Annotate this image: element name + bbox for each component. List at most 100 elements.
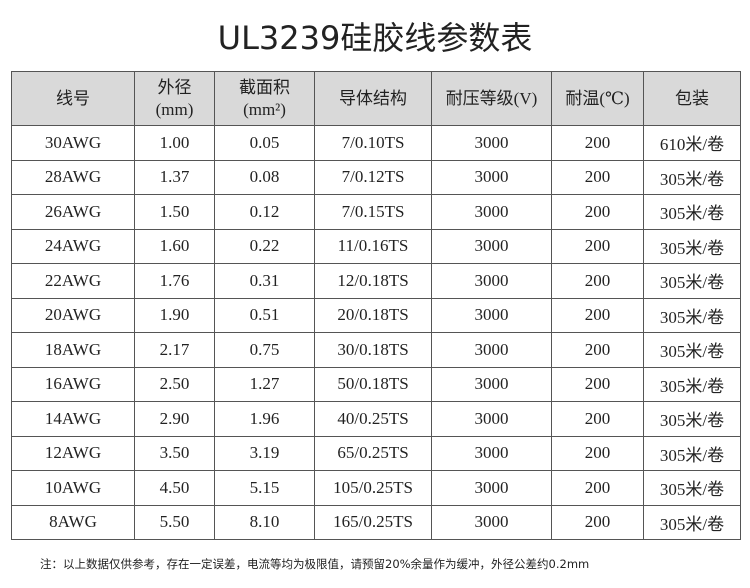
table-cell: 3000 — [431, 470, 552, 506]
header-row: 线号 外径 (mm) 截面积 (mm²) 导体结构 耐压等级(V) 耐温(℃) 包装 — [11, 71, 741, 126]
table-cell: 305米/卷 — [643, 332, 741, 368]
table-cell: 65/0.25TS — [314, 435, 432, 471]
table-cell: 3000 — [431, 366, 552, 402]
table-cell: 50/0.18TS — [314, 366, 432, 402]
header-text: 截面积 — [239, 77, 290, 97]
table-cell: 14AWG — [11, 401, 135, 437]
header-cell: 耐温(℃) — [551, 71, 644, 126]
table-cell: 105/0.25TS — [314, 470, 432, 506]
table-row: 20AWG 1.90 0.51 20/0.18TS 3000 200 305米/卷 — [11, 297, 741, 333]
table-cell: 305米/卷 — [643, 435, 741, 471]
table-cell: 12AWG — [11, 435, 135, 471]
table-cell: 5.50 — [134, 504, 215, 540]
header-cell: 截面积 (mm²) — [214, 71, 315, 126]
table-cell: 200 — [551, 159, 644, 195]
table-row: 24AWG 1.60 0.22 11/0.16TS 3000 200 305米/卷 — [11, 228, 741, 264]
table-cell: 2.50 — [134, 366, 215, 402]
table-row: 26AWG 1.50 0.12 7/0.15TS 3000 200 305米/卷 — [11, 194, 741, 230]
table-cell: 26AWG — [11, 194, 135, 230]
table-cell: 200 — [551, 194, 644, 230]
table-row: 16AWG 2.50 1.27 50/0.18TS 3000 200 305米/卷 — [11, 366, 741, 402]
table-cell: 40/0.25TS — [314, 401, 432, 437]
table-cell: 0.05 — [214, 125, 315, 161]
header-text: 耐压等级(V) — [445, 88, 538, 108]
table-cell: 1.96 — [214, 401, 315, 437]
table-row: 12AWG 3.50 3.19 65/0.25TS 3000 200 305米/卷 — [11, 435, 741, 471]
table-row: 18AWG 2.17 0.75 30/0.18TS 3000 200 305米/卷 — [11, 332, 741, 368]
table-cell: 0.31 — [214, 263, 315, 299]
spec-table: 线号 外径 (mm) 截面积 (mm²) 导体结构 耐压等级(V) 耐温(℃) 包装 30AWG… — [11, 71, 741, 540]
table-cell: 28AWG — [11, 159, 135, 195]
table-row: 10AWG 4.50 5.15 105/0.25TS 3000 200 305米/卷 — [11, 470, 741, 506]
table-cell: 1.60 — [134, 228, 215, 264]
header-text: (mm) — [155, 99, 194, 119]
note: 注：以上数据仅供参考，存在一定误差，电流等均为极限值，请预留20%余量作为缓冲，… — [40, 557, 590, 571]
header-cell: 线号 — [11, 71, 135, 126]
table-cell: 200 — [551, 504, 644, 540]
table-cell: 3000 — [431, 125, 552, 161]
table-cell: 30/0.18TS — [314, 332, 432, 368]
header-cell: 导体结构 — [314, 71, 432, 126]
table-cell: 3000 — [431, 435, 552, 471]
table-cell: 0.75 — [214, 332, 315, 368]
table-cell: 7/0.15TS — [314, 194, 432, 230]
table-row: 22AWG 1.76 0.31 12/0.18TS 3000 200 305米/卷 — [11, 263, 741, 299]
table-cell: 12/0.18TS — [314, 263, 432, 299]
table-cell: 30AWG — [11, 125, 135, 161]
table-row: 30AWG 1.00 0.05 7/0.10TS 3000 200 610米/卷 — [11, 125, 741, 161]
table-cell: 22AWG — [11, 263, 135, 299]
table-cell: 7/0.10TS — [314, 125, 432, 161]
header-text: 包装 — [675, 88, 709, 108]
table-cell: 200 — [551, 470, 644, 506]
table-cell: 200 — [551, 297, 644, 333]
table-cell: 200 — [551, 366, 644, 402]
table-cell: 7/0.12TS — [314, 159, 432, 195]
table-cell: 3000 — [431, 159, 552, 195]
table-cell: 165/0.25TS — [314, 504, 432, 540]
table-cell: 16AWG — [11, 366, 135, 402]
table-cell: 305米/卷 — [643, 194, 741, 230]
table-cell: 4.50 — [134, 470, 215, 506]
table-cell: 3000 — [431, 228, 552, 264]
header-text: 导体结构 — [339, 88, 407, 108]
table-cell: 2.17 — [134, 332, 215, 368]
table-row: 8AWG 5.50 8.10 165/0.25TS 3000 200 305米/卷 — [11, 504, 741, 540]
table-cell: 3.50 — [134, 435, 215, 471]
table-cell: 1.37 — [134, 159, 215, 195]
table-cell: 20/0.18TS — [314, 297, 432, 333]
table-cell: 3000 — [431, 297, 552, 333]
table-cell: 2.90 — [134, 401, 215, 437]
table-cell: 0.12 — [214, 194, 315, 230]
table-cell: 1.27 — [214, 366, 315, 402]
table-cell: 200 — [551, 228, 644, 264]
table-cell: 200 — [551, 435, 644, 471]
header-text: 线号 — [56, 88, 90, 108]
table-cell: 20AWG — [11, 297, 135, 333]
table-body: 30AWG 1.00 0.05 7/0.10TS 3000 200 610米/卷 28AWG 1… — [11, 125, 741, 540]
table-cell: 0.22 — [214, 228, 315, 264]
table-cell: 8AWG — [11, 504, 135, 540]
table-cell: 200 — [551, 263, 644, 299]
header-cell: 包装 — [643, 71, 741, 126]
table-cell: 0.08 — [214, 159, 315, 195]
table-row: 14AWG 2.90 1.96 40/0.25TS 3000 200 305米/卷 — [11, 401, 741, 437]
table-cell: 3000 — [431, 194, 552, 230]
table-cell: 3000 — [431, 504, 552, 540]
table-cell: 1.90 — [134, 297, 215, 333]
table-cell: 200 — [551, 332, 644, 368]
header-text: 外径 — [157, 77, 192, 97]
table-row: 28AWG 1.37 0.08 7/0.12TS 3000 200 305米/卷 — [11, 159, 741, 195]
table-cell: 10AWG — [11, 470, 135, 506]
header-cell: 耐压等级(V) — [431, 71, 552, 126]
table-cell: 305米/卷 — [643, 263, 741, 299]
table-cell: 610米/卷 — [643, 125, 741, 161]
table-cell: 0.51 — [214, 297, 315, 333]
table-cell: 1.76 — [134, 263, 215, 299]
table-cell: 305米/卷 — [643, 504, 741, 540]
table-cell: 8.10 — [214, 504, 315, 540]
table-cell: 5.15 — [214, 470, 315, 506]
table-cell: 1.00 — [134, 125, 215, 161]
table-cell: 305米/卷 — [643, 297, 741, 333]
header-text: 耐温(℃) — [565, 88, 630, 108]
